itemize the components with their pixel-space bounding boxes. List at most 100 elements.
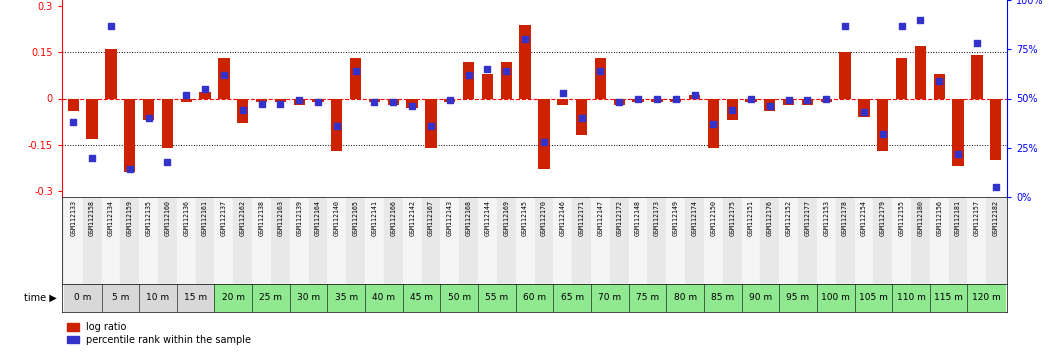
Text: GSM112138: GSM112138 xyxy=(258,200,264,236)
Bar xyxy=(481,74,493,98)
Text: 10 m: 10 m xyxy=(147,293,170,303)
Point xyxy=(309,99,326,105)
Text: GSM112166: GSM112166 xyxy=(390,200,397,236)
Text: GSM112165: GSM112165 xyxy=(352,200,359,236)
Text: GSM112141: GSM112141 xyxy=(371,200,378,236)
Bar xyxy=(86,98,98,138)
Point xyxy=(573,115,590,121)
Point xyxy=(517,36,534,42)
Bar xyxy=(817,197,836,284)
Text: 115 m: 115 m xyxy=(935,293,963,303)
Bar xyxy=(519,25,531,98)
Point xyxy=(949,151,966,156)
Bar xyxy=(896,58,907,98)
Bar xyxy=(651,98,663,102)
Text: GSM112158: GSM112158 xyxy=(89,200,95,236)
Legend: log ratio, percentile rank within the sample: log ratio, percentile rank within the sa… xyxy=(67,322,252,345)
Bar xyxy=(727,98,737,120)
Text: 70 m: 70 m xyxy=(598,293,621,303)
Text: 30 m: 30 m xyxy=(297,293,320,303)
Text: 80 m: 80 m xyxy=(673,293,697,303)
Point xyxy=(611,99,627,105)
Bar xyxy=(218,58,230,98)
Point xyxy=(875,131,892,137)
Text: GSM112155: GSM112155 xyxy=(899,200,904,236)
Bar xyxy=(478,197,497,284)
Bar xyxy=(497,197,516,284)
Bar xyxy=(967,197,986,284)
Bar xyxy=(929,197,948,284)
Bar xyxy=(801,98,813,105)
Point xyxy=(818,96,835,101)
Text: GSM112145: GSM112145 xyxy=(522,200,528,236)
Bar xyxy=(666,284,704,312)
Point xyxy=(328,123,345,129)
Bar xyxy=(742,284,779,312)
Bar xyxy=(723,197,742,284)
Bar xyxy=(459,197,478,284)
Bar xyxy=(196,197,214,284)
Bar xyxy=(685,197,704,284)
Text: GSM112178: GSM112178 xyxy=(842,200,848,236)
Bar xyxy=(591,284,628,312)
Text: GSM112170: GSM112170 xyxy=(541,200,547,236)
Bar xyxy=(915,46,926,98)
Bar xyxy=(252,197,271,284)
Bar xyxy=(64,284,102,312)
Bar xyxy=(384,197,403,284)
Bar xyxy=(746,98,756,102)
Text: GSM112144: GSM112144 xyxy=(485,200,491,236)
Bar xyxy=(742,197,761,284)
Text: 100 m: 100 m xyxy=(821,293,850,303)
Text: GSM112148: GSM112148 xyxy=(635,200,641,236)
Point xyxy=(272,102,288,107)
Bar xyxy=(102,284,140,312)
Bar xyxy=(628,284,666,312)
Bar xyxy=(64,197,83,284)
Bar xyxy=(874,197,892,284)
Bar xyxy=(308,197,327,284)
Text: 20 m: 20 m xyxy=(221,293,244,303)
Bar xyxy=(237,98,249,123)
Bar xyxy=(934,74,945,98)
Text: GSM112152: GSM112152 xyxy=(786,200,792,236)
Bar xyxy=(591,197,609,284)
Point xyxy=(987,184,1004,190)
Bar xyxy=(614,98,625,105)
Text: 0 m: 0 m xyxy=(74,293,91,303)
Point xyxy=(347,68,364,74)
Point xyxy=(799,98,816,103)
Bar xyxy=(516,284,553,312)
Point xyxy=(629,96,646,101)
Bar xyxy=(407,98,418,108)
Bar xyxy=(214,284,252,312)
Bar xyxy=(708,98,719,148)
Text: 15 m: 15 m xyxy=(184,293,208,303)
Point xyxy=(84,155,101,160)
Point xyxy=(366,99,383,105)
Bar xyxy=(346,197,365,284)
Bar xyxy=(609,197,628,284)
Text: GSM112146: GSM112146 xyxy=(560,200,565,236)
Text: GSM112169: GSM112169 xyxy=(504,200,509,236)
Point xyxy=(423,123,440,129)
Bar xyxy=(798,197,817,284)
Text: GSM112135: GSM112135 xyxy=(146,200,152,236)
Point xyxy=(968,40,985,46)
Bar xyxy=(576,98,587,136)
Bar xyxy=(764,98,775,111)
Bar xyxy=(425,98,436,148)
Text: GSM112180: GSM112180 xyxy=(918,200,923,236)
Text: GSM112136: GSM112136 xyxy=(184,200,189,236)
Text: GSM112150: GSM112150 xyxy=(710,200,716,236)
Bar xyxy=(839,52,851,98)
Bar xyxy=(538,98,550,169)
Text: GSM112143: GSM112143 xyxy=(447,200,453,236)
Bar xyxy=(704,284,742,312)
Point xyxy=(479,66,496,72)
Point xyxy=(743,96,759,101)
Bar xyxy=(911,197,929,284)
Bar xyxy=(858,98,870,117)
Text: GSM112149: GSM112149 xyxy=(672,200,679,236)
Bar xyxy=(403,197,422,284)
